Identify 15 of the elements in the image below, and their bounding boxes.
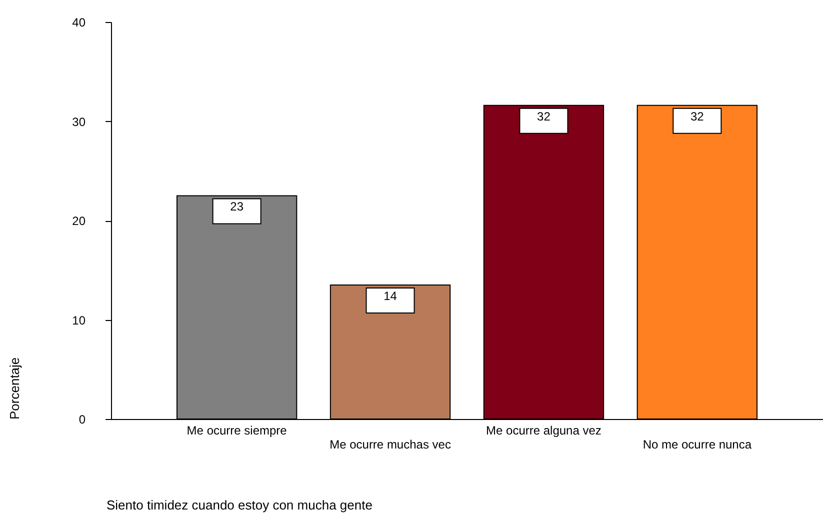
y-axis-title: Porcentaje [7,357,22,420]
x-tick-label: No me ocurre nunca [642,438,752,452]
x-tick-label: Me ocurre siempre [186,424,288,438]
y-tick-label: 10 [72,313,86,328]
y-tick-label: 0 [78,412,86,426]
x-axis-title: Siento timidez cuando estoy con mucha gente [106,498,372,512]
y-tick-label: 30 [72,114,86,129]
data-label: 32 [537,109,551,124]
y-tick-label: 40 [72,16,86,30]
y-tick-label: 20 [72,214,86,228]
data-label: 32 [690,109,704,124]
data-label: 14 [384,289,398,304]
x-tick-label: Me ocurre muchas vec [330,438,451,452]
data-label: 23 [230,200,244,214]
x-tick-label: Me ocurre alguna vez [486,424,602,438]
